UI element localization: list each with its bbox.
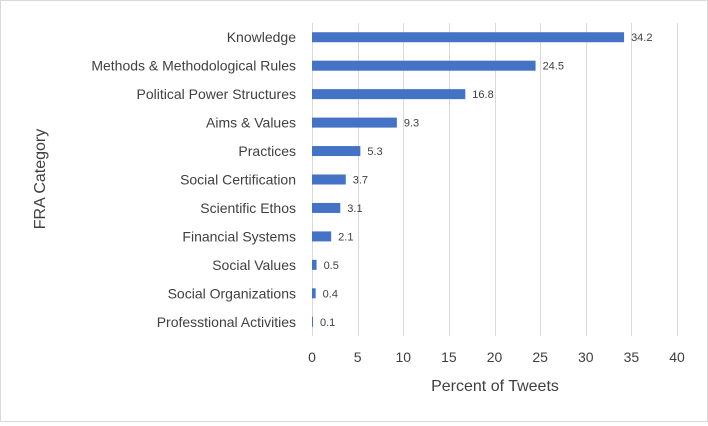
data-label: 3.7 <box>353 175 368 187</box>
category-label: Social Organizations <box>168 285 296 301</box>
x-tick-label: 25 <box>532 349 548 365</box>
data-label: 34.2 <box>631 32 652 44</box>
category-label: Scientific Ethos <box>200 200 296 216</box>
x-tick-label: 35 <box>624 349 640 365</box>
x-tick-label: 5 <box>354 349 362 365</box>
category-label: Financial Systems <box>182 228 296 244</box>
x-tick-labels: 0 5 10 15 20 25 30 35 40 <box>308 349 685 365</box>
data-labels: 34.2 24.5 16.8 9.3 5.3 3.7 3.1 2.1 0.5 0.4 0.1 <box>320 32 652 329</box>
category-label: Professtional Activities <box>157 314 296 330</box>
bar <box>312 202 341 213</box>
bar <box>312 259 317 270</box>
x-tick-label: 10 <box>395 349 411 365</box>
bar <box>312 316 313 327</box>
y-axis-title: FRA Category <box>32 129 49 229</box>
data-label: 0.4 <box>323 288 338 300</box>
data-label: 24.5 <box>543 61 564 73</box>
category-label: Social Values <box>212 257 296 273</box>
x-tick-label: 20 <box>487 349 503 365</box>
bar <box>312 89 466 100</box>
data-label: 0.1 <box>320 317 335 329</box>
data-label: 0.5 <box>324 260 339 272</box>
category-label: Social Certification <box>180 172 296 188</box>
bar <box>312 288 316 299</box>
data-label: 3.1 <box>347 203 362 215</box>
category-label: Practices <box>238 143 296 159</box>
bar <box>312 117 397 128</box>
gridlines <box>312 23 678 336</box>
category-label: Aims & Values <box>206 115 296 131</box>
bar <box>312 174 346 185</box>
category-labels: Knowledge Methods & Methodological Rules P… <box>91 29 296 330</box>
category-label: Knowledge <box>227 29 296 45</box>
x-axis-title: Percent of Tweets <box>431 378 559 395</box>
data-label: 5.3 <box>367 146 382 158</box>
category-label: Political Power Structures <box>136 86 296 102</box>
bar <box>312 231 332 242</box>
bars <box>312 32 625 327</box>
category-label: Methods & Methodological Rules <box>91 58 296 74</box>
bar <box>312 146 361 157</box>
bar <box>312 32 625 43</box>
x-tick-label: 30 <box>578 349 594 365</box>
x-tick-label: 40 <box>669 349 685 365</box>
bar <box>312 60 536 71</box>
data-label: 2.1 <box>338 231 353 243</box>
x-tick-label: 0 <box>308 349 316 365</box>
data-label: 16.8 <box>472 89 493 101</box>
x-tick-label: 15 <box>441 349 457 365</box>
data-label: 9.3 <box>404 118 419 130</box>
